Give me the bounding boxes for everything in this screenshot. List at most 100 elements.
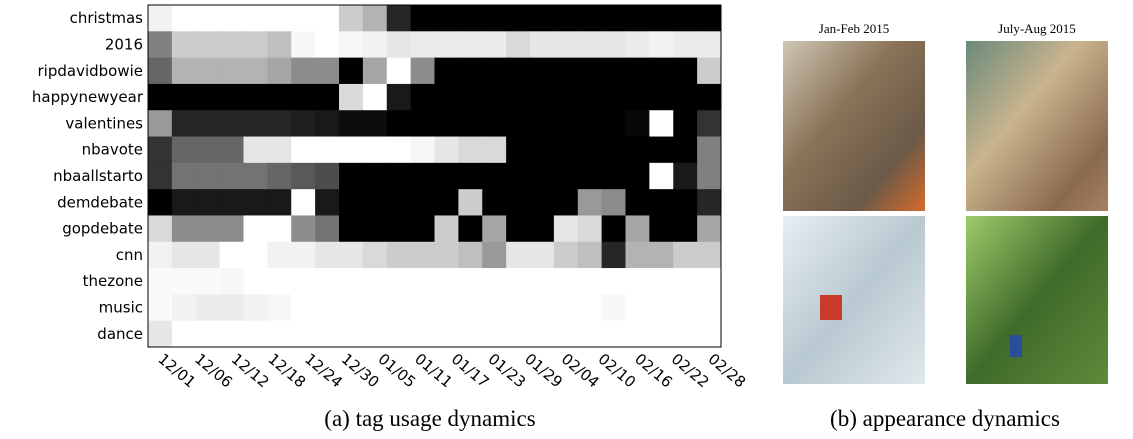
cell bbox=[267, 137, 291, 164]
cell bbox=[244, 294, 268, 321]
cell bbox=[554, 31, 578, 58]
cell bbox=[267, 189, 291, 216]
cell bbox=[506, 294, 530, 321]
cell bbox=[387, 294, 411, 321]
caption: (b) appearance dynamics bbox=[830, 406, 1060, 431]
cell bbox=[482, 31, 506, 58]
cell bbox=[673, 294, 697, 321]
cell bbox=[626, 189, 650, 216]
cell bbox=[602, 268, 626, 295]
cell bbox=[148, 294, 172, 321]
x-tick-label: 01/23 bbox=[485, 350, 530, 392]
cell bbox=[387, 110, 411, 137]
cell bbox=[172, 268, 196, 295]
cell bbox=[673, 268, 697, 295]
cell bbox=[220, 58, 244, 85]
cell bbox=[244, 321, 268, 348]
cell bbox=[291, 242, 315, 269]
x-tick-label: 12/30 bbox=[338, 350, 383, 392]
cell bbox=[578, 84, 602, 111]
cell bbox=[697, 163, 721, 190]
cell bbox=[482, 189, 506, 216]
cell bbox=[196, 58, 220, 85]
cell bbox=[172, 242, 196, 269]
cell bbox=[673, 5, 697, 32]
cell bbox=[697, 137, 721, 164]
x-tick-label: 12/24 bbox=[301, 350, 346, 392]
cell bbox=[196, 137, 220, 164]
cell bbox=[458, 242, 482, 269]
x-tick-label: 02/04 bbox=[558, 350, 603, 392]
cell bbox=[148, 321, 172, 348]
cell bbox=[363, 321, 387, 348]
row-label: thezone bbox=[83, 272, 143, 290]
cell bbox=[697, 58, 721, 85]
row-label: valentines bbox=[65, 114, 143, 132]
cell bbox=[554, 321, 578, 348]
cell bbox=[196, 5, 220, 32]
cell bbox=[697, 321, 721, 348]
cell bbox=[482, 137, 506, 164]
cell bbox=[148, 5, 172, 32]
cell bbox=[267, 294, 291, 321]
cell bbox=[411, 137, 435, 164]
cell bbox=[673, 84, 697, 111]
cell bbox=[578, 5, 602, 32]
cell bbox=[267, 321, 291, 348]
figure: (a) tag usage dynamics Jan-Feb 2015 July… bbox=[0, 0, 1133, 439]
cell bbox=[506, 242, 530, 269]
cell bbox=[458, 84, 482, 111]
row-label: cnn bbox=[116, 246, 143, 264]
x-tick-label: 01/29 bbox=[521, 350, 566, 392]
cell bbox=[172, 215, 196, 242]
cell bbox=[387, 215, 411, 242]
cell bbox=[626, 110, 650, 137]
cell bbox=[148, 242, 172, 269]
cell bbox=[244, 189, 268, 216]
cell bbox=[506, 268, 530, 295]
cell bbox=[148, 58, 172, 85]
cell bbox=[626, 58, 650, 85]
heatmap bbox=[148, 5, 721, 347]
cell bbox=[602, 5, 626, 32]
cell bbox=[291, 294, 315, 321]
cell bbox=[363, 268, 387, 295]
cell bbox=[482, 242, 506, 269]
cell bbox=[387, 5, 411, 32]
cell bbox=[554, 5, 578, 32]
cell bbox=[220, 268, 244, 295]
cell bbox=[697, 5, 721, 32]
cell bbox=[196, 31, 220, 58]
cell bbox=[554, 294, 578, 321]
cell bbox=[649, 294, 673, 321]
cell bbox=[315, 84, 339, 111]
cell bbox=[411, 294, 435, 321]
cell bbox=[411, 189, 435, 216]
cell bbox=[578, 110, 602, 137]
cell bbox=[315, 163, 339, 190]
cell bbox=[649, 163, 673, 190]
cell bbox=[172, 31, 196, 58]
cell bbox=[220, 189, 244, 216]
cell bbox=[339, 84, 363, 111]
cell bbox=[458, 31, 482, 58]
cell bbox=[578, 189, 602, 216]
cell bbox=[602, 110, 626, 137]
x-tick-label: 01/17 bbox=[448, 350, 493, 392]
cell bbox=[291, 84, 315, 111]
cell bbox=[363, 5, 387, 32]
cell bbox=[363, 137, 387, 164]
cell bbox=[554, 58, 578, 85]
cell bbox=[267, 215, 291, 242]
cell bbox=[315, 294, 339, 321]
cell bbox=[315, 189, 339, 216]
cell bbox=[172, 321, 196, 348]
cell bbox=[196, 321, 220, 348]
cell bbox=[339, 242, 363, 269]
cell bbox=[172, 84, 196, 111]
cell bbox=[291, 321, 315, 348]
cell bbox=[435, 137, 459, 164]
cell bbox=[363, 215, 387, 242]
cell bbox=[649, 110, 673, 137]
cell bbox=[506, 31, 530, 58]
